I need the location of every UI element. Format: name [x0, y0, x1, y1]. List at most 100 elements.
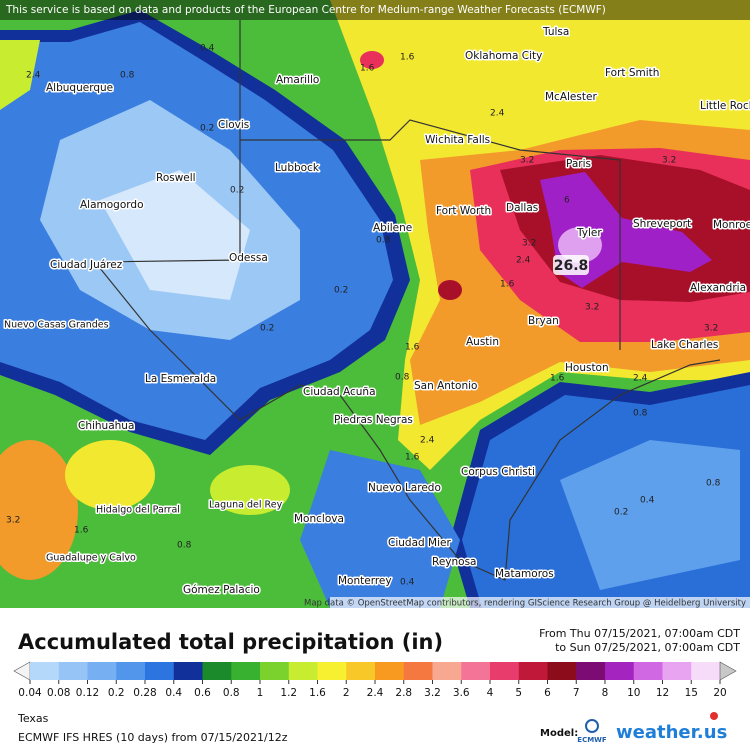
- value-label: 0.8: [120, 71, 135, 81]
- colorbar-segment: [490, 662, 520, 680]
- colorbar-segment: [288, 662, 318, 680]
- precip-area: [360, 51, 384, 69]
- value-label: 0.2: [334, 286, 348, 296]
- legend-title: Accumulated total precipitation (in): [18, 630, 443, 654]
- city-label: Shreveport: [633, 218, 691, 230]
- colorbar-segment: [662, 662, 692, 680]
- city-label: Alexandria: [690, 282, 746, 294]
- city-label: Hidalgo del Parral: [96, 505, 180, 516]
- city-label: Nuevo Casas Grandes: [4, 320, 109, 331]
- city-label: Lubbock: [275, 162, 320, 174]
- value-label: 0.8: [633, 409, 648, 419]
- colorbar-segment: [403, 662, 433, 680]
- colorbar-tick-label: 10: [627, 687, 640, 699]
- city-label: McAlester: [545, 91, 597, 103]
- colorbar-tick-label: 0.6: [194, 687, 211, 699]
- city-label: Alamogordo: [80, 199, 144, 211]
- value-label: 3.2: [6, 516, 20, 526]
- notice: This service is based on data and produc…: [5, 4, 606, 16]
- brand-sun: [710, 712, 718, 720]
- city-label: Little Rock: [700, 100, 750, 112]
- period-to: to Sun 07/25/2021, 07:00am CDT: [555, 641, 740, 654]
- value-label: 1.6: [74, 526, 89, 536]
- colorbar-over: [719, 661, 737, 681]
- colorbar-segment: [173, 662, 203, 680]
- colorbar-tick-label: 20: [713, 687, 726, 699]
- colorbar-tick-label: 4: [487, 687, 494, 699]
- city-label: Roswell: [156, 172, 196, 184]
- colorbar-tick-label: 2: [343, 687, 350, 699]
- city-label: San Antonio: [414, 380, 477, 392]
- colorbar-segment: [30, 662, 60, 680]
- precip-area: [300, 450, 460, 608]
- city-label: Fort Smith: [605, 67, 659, 79]
- colorbar-segment: [346, 662, 376, 680]
- city-label: Albuquerque: [46, 82, 113, 94]
- colorbar-tick-label: 5: [515, 687, 522, 699]
- city-label: Piedras Negras: [334, 414, 413, 426]
- city-label: Monclova: [294, 513, 344, 525]
- colorbar: 0.04 0.08 0.12 0.2 0.28 0.4 0.6 0.8 1 1.2 1.6 2 2.4 2…: [13, 661, 737, 699]
- colorbar-tick-label: 2.4: [367, 687, 384, 699]
- city-label: Bryan: [528, 315, 559, 327]
- city-label: Paris: [566, 158, 591, 170]
- value-label: 0.4: [640, 496, 655, 506]
- city-label: Abilene: [373, 222, 412, 234]
- city-label: Tulsa: [542, 26, 569, 38]
- colorbar-segment: [145, 662, 175, 680]
- city-label: Oklahoma City: [465, 50, 542, 62]
- city-label: Houston: [565, 362, 609, 374]
- attribution-bg: [330, 597, 750, 608]
- value-label: 1.6: [405, 343, 420, 353]
- value-label: 2.4: [490, 109, 505, 119]
- value-label: 1.6: [405, 453, 420, 463]
- city-label: Dallas: [506, 202, 538, 214]
- colorbar-tick-label: 7: [573, 687, 580, 699]
- colorbar-tick-label: 0.2: [108, 687, 125, 699]
- colorbar-segment: [691, 662, 721, 680]
- max-value-label: 26.8: [554, 258, 589, 274]
- value-label: 2.4: [26, 71, 41, 81]
- city-label: Nuevo Laredo: [368, 482, 441, 494]
- colorbar-segment: [116, 662, 146, 680]
- colorbar-tick-label: 1.6: [309, 687, 326, 699]
- value-label: 0.2: [614, 508, 628, 518]
- colorbar-segment: [231, 662, 261, 680]
- precip-area: [560, 440, 740, 590]
- colorbar-tick-label: 3.6: [453, 687, 470, 699]
- city-label: Ciudad Juárez: [50, 259, 123, 271]
- colorbar-tick-label: 2.8: [395, 687, 412, 699]
- value-label: 1.6: [550, 374, 565, 384]
- value-label: 0.8: [376, 236, 391, 246]
- notice-bar: [0, 0, 750, 20]
- value-label: 3.2: [585, 303, 599, 313]
- colorbar-segment: [87, 662, 117, 680]
- precip-area: [65, 440, 155, 510]
- city-label: Odessa: [229, 252, 268, 264]
- colorbar-tick-label: 0.12: [76, 687, 99, 699]
- value-label: 6: [564, 196, 570, 206]
- colorbar-segment: [260, 662, 290, 680]
- city-label: Laguna del Rey: [209, 500, 283, 511]
- colorbar-segment: [202, 662, 232, 680]
- city-label: La Esmeralda: [145, 373, 216, 385]
- value-label: 3.2: [522, 239, 536, 249]
- colorbar-segment: [317, 662, 347, 680]
- value-label: 2.4: [516, 256, 531, 266]
- value-label: 0.2: [230, 186, 244, 196]
- colorbar-segment: [375, 662, 405, 680]
- colorbar-segment: [576, 662, 606, 680]
- colorbar-tick-label: 3.2: [424, 687, 441, 699]
- state-border: [93, 20, 721, 581]
- city-label: Ciudad Mier: [388, 537, 451, 549]
- city-label: Lake Charles: [651, 339, 718, 351]
- value-label: 0.2: [200, 124, 214, 134]
- value-label: 0.8: [395, 373, 410, 383]
- city-label: Gómez Palacio: [183, 584, 260, 596]
- city-label: Tyler: [576, 227, 602, 239]
- value-label: 2.4: [633, 374, 648, 384]
- precip-area: [0, 440, 78, 580]
- value-label: 0.4: [200, 44, 215, 54]
